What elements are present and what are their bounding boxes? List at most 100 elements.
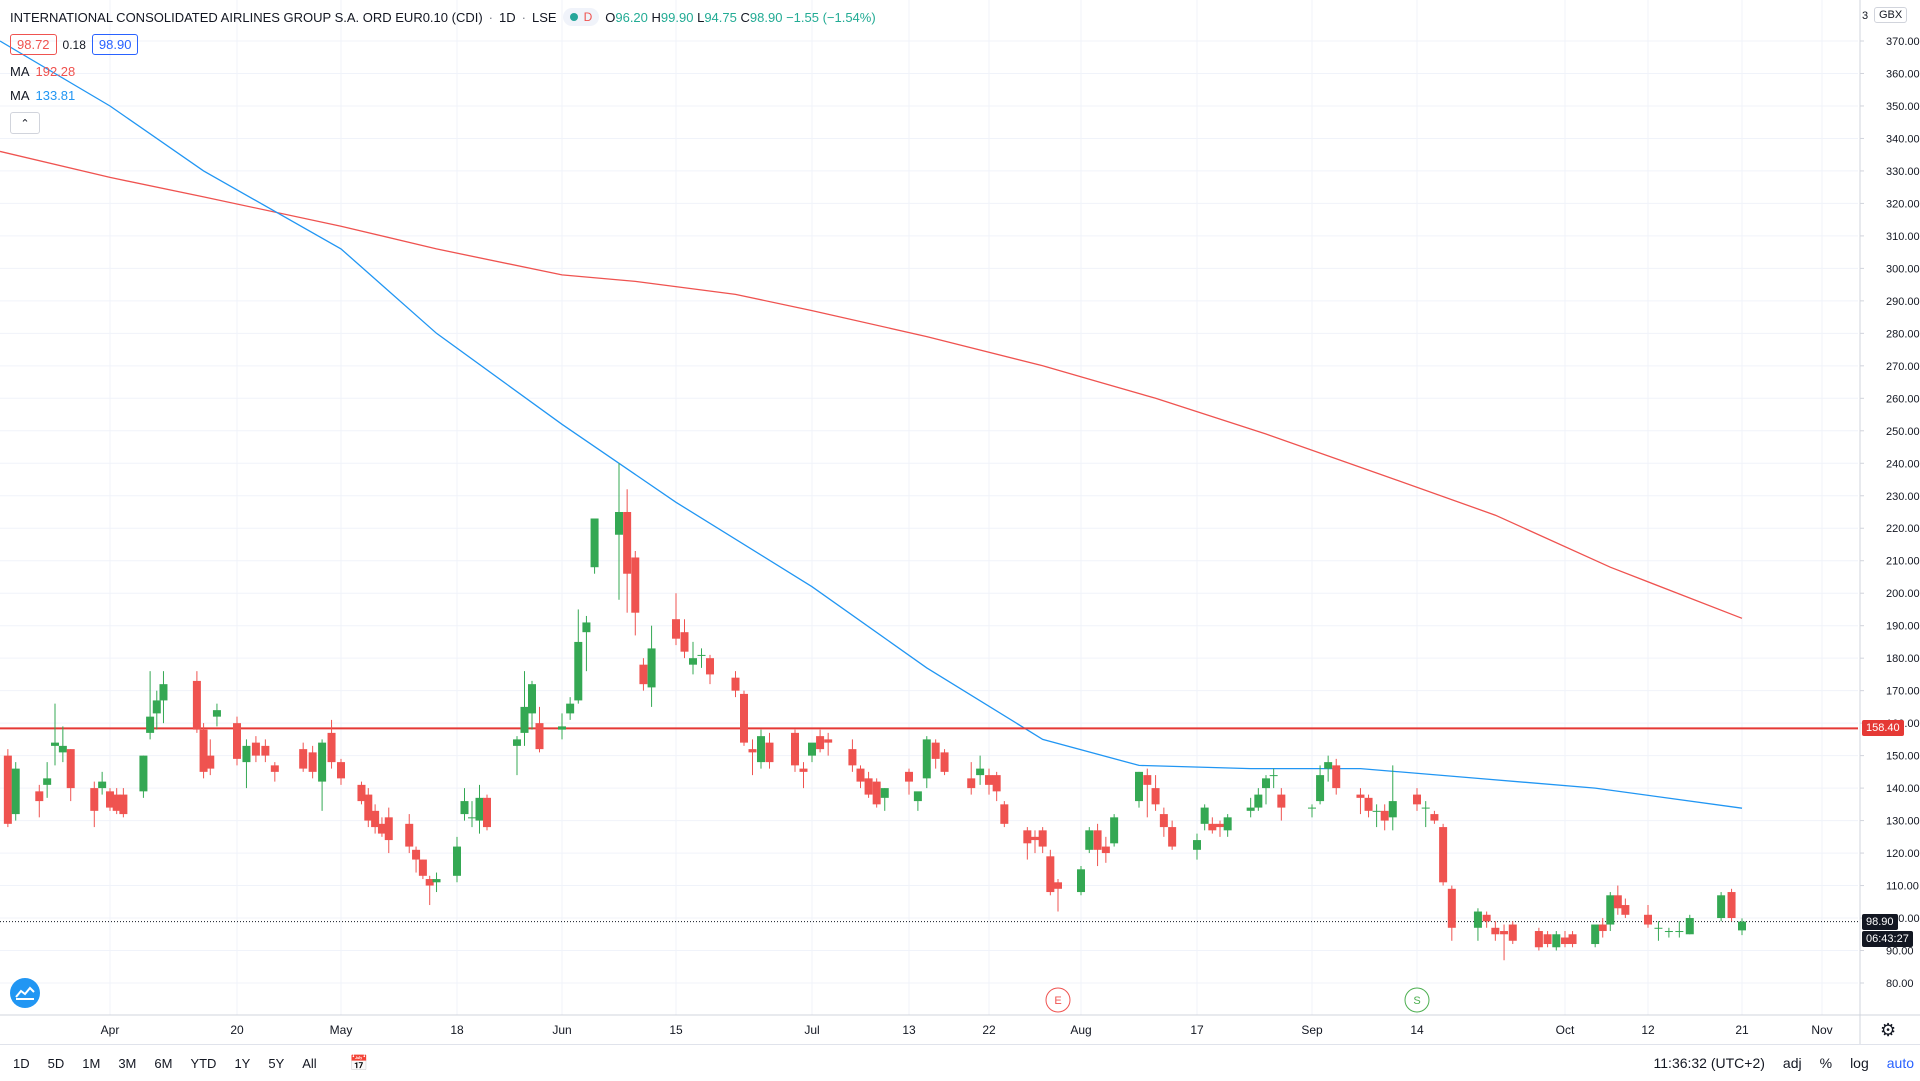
- horizontal-line[interactable]: [0, 727, 1858, 923]
- candle: [1738, 918, 1746, 936]
- event-marker[interactable]: S: [1404, 987, 1430, 1013]
- candle: [1143, 768, 1152, 818]
- candle-body: [1473, 911, 1482, 928]
- candle-body: [816, 736, 825, 750]
- candle-body: [460, 801, 469, 815]
- candle: [1561, 931, 1569, 948]
- candle-body: [1135, 771, 1143, 802]
- percent-toggle[interactable]: %: [1819, 1055, 1833, 1071]
- buy-button[interactable]: 98.90: [91, 34, 139, 55]
- currency-badge[interactable]: GBX: [1874, 7, 1908, 23]
- candle: [1208, 817, 1217, 834]
- candle: [66, 749, 75, 802]
- candle-body: [1000, 804, 1009, 824]
- candle-body: [913, 791, 922, 802]
- candle-body: [199, 729, 208, 772]
- candle-body: [318, 742, 327, 782]
- range-5y-button[interactable]: 5Y: [268, 1055, 285, 1071]
- candle: [1269, 768, 1278, 789]
- candle: [1613, 885, 1622, 915]
- candle: [574, 609, 583, 704]
- candle-body: [1308, 807, 1316, 809]
- settings-gear-icon[interactable]: ⚙: [1880, 1020, 1897, 1040]
- candle-body: [1439, 827, 1448, 883]
- candle: [1193, 833, 1201, 860]
- candle: [1500, 924, 1509, 961]
- candle: [1246, 797, 1255, 818]
- price-tick-label: 260.00: [1886, 393, 1920, 405]
- range-all-button[interactable]: All: [302, 1055, 317, 1071]
- market-status-pill[interactable]: D: [562, 8, 600, 26]
- candle-body: [1023, 830, 1032, 844]
- candle-body: [1364, 797, 1373, 811]
- candle: [748, 739, 757, 776]
- candle: [1000, 801, 1009, 828]
- candle: [1054, 879, 1062, 912]
- candle: [384, 807, 393, 854]
- ma-slow-line: [0, 150, 1743, 619]
- candle: [731, 671, 740, 698]
- candle-body: [1208, 823, 1217, 831]
- range-6m-button[interactable]: 6M: [154, 1055, 173, 1071]
- candle-body: [206, 755, 215, 769]
- sell-button[interactable]: 98.72: [10, 34, 57, 55]
- candle-body: [574, 641, 583, 701]
- candle-body: [90, 788, 99, 811]
- candle-body: [1606, 895, 1615, 925]
- candle: [913, 791, 922, 811]
- price-tick-label: 210.00: [1886, 556, 1920, 568]
- candle-body: [1200, 807, 1209, 824]
- candle-body: [1101, 846, 1110, 854]
- candle: [513, 736, 521, 776]
- candle: [905, 768, 913, 795]
- auto-toggle[interactable]: auto: [1886, 1055, 1914, 1071]
- candle: [1077, 866, 1085, 896]
- candle: [475, 784, 484, 834]
- price-tick-label: 150.00: [1886, 751, 1920, 763]
- candle-body: [799, 768, 808, 772]
- range-1d-button[interactable]: 1D: [13, 1055, 30, 1071]
- log-toggle[interactable]: log: [1850, 1055, 1869, 1071]
- ma-fast-legend[interactable]: MA 133.81: [10, 88, 76, 103]
- candle-body: [824, 739, 833, 743]
- candle-body: [66, 749, 75, 789]
- range-1m-button[interactable]: 1M: [82, 1055, 101, 1071]
- candle-body: [425, 879, 434, 886]
- candle-body: [1675, 931, 1684, 933]
- time-tick-label: Oct: [1556, 1023, 1575, 1037]
- tradingview-logo-button[interactable]: [10, 978, 40, 1008]
- candle-body: [872, 781, 881, 805]
- candle-body: [1380, 810, 1389, 821]
- candle: [1168, 820, 1177, 850]
- adj-toggle[interactable]: adj: [1782, 1055, 1802, 1071]
- symbol-title[interactable]: INTERNATIONAL CONSOLIDATED AIRLINES GROU…: [10, 9, 483, 25]
- event-marker[interactable]: E: [1045, 987, 1071, 1013]
- go-to-date-icon[interactable]: 📅: [349, 1055, 369, 1072]
- range-5d-button[interactable]: 5D: [47, 1055, 65, 1071]
- interval-label[interactable]: 1D: [499, 9, 516, 25]
- ohlc-values: O96.20 H99.90 L94.75 C98.90 −1.55 (−1.54…: [605, 9, 876, 25]
- candle: [1534, 927, 1543, 951]
- candle-body: [1613, 895, 1622, 909]
- candle-body: [1332, 765, 1341, 789]
- candle: [1159, 807, 1168, 837]
- candle: [631, 550, 640, 636]
- price-tick-label: 120.00: [1886, 848, 1920, 860]
- clock-label[interactable]: 11:36:32 (UTC+2): [1653, 1055, 1765, 1071]
- collapse-legend-button[interactable]: ⌃: [10, 112, 40, 134]
- range-ytd-button[interactable]: YTD: [190, 1055, 217, 1071]
- range-3m-button[interactable]: 3M: [118, 1055, 137, 1071]
- candle: [1038, 827, 1047, 854]
- candle-body: [513, 739, 521, 746]
- candle: [468, 801, 476, 828]
- low-value: 94.75: [704, 9, 737, 25]
- candle: [1356, 788, 1365, 815]
- top-partial-label: 3: [1862, 10, 1869, 22]
- candle-body: [689, 658, 697, 665]
- market-open-icon: [569, 13, 578, 21]
- candle-body: [757, 736, 765, 763]
- candle-body: [58, 745, 67, 753]
- range-1y-button[interactable]: 1Y: [234, 1055, 251, 1071]
- ma-slow-legend[interactable]: MA 192.28: [10, 64, 76, 79]
